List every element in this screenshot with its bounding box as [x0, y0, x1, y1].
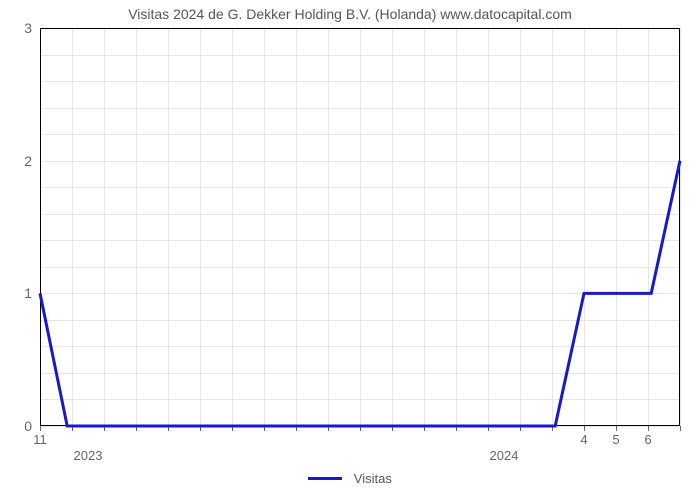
- plot-area: 01231120232024456: [40, 28, 680, 426]
- x-tick-label: 2024: [490, 448, 519, 463]
- y-tick-label: 1: [24, 285, 32, 301]
- x-tick-label: 11: [33, 432, 47, 447]
- legend: Visitas: [0, 470, 700, 486]
- x-tick-label: 2023: [74, 448, 103, 463]
- x-tick-label: 4: [580, 432, 587, 447]
- y-tick-label: 2: [24, 153, 32, 169]
- y-tick-label: 3: [24, 20, 32, 36]
- chart-container: Visitas 2024 de G. Dekker Holding B.V. (…: [0, 0, 700, 500]
- x-tick-label: 5: [612, 432, 619, 447]
- chart-title: Visitas 2024 de G. Dekker Holding B.V. (…: [0, 6, 700, 22]
- x-tick-label: 6: [644, 432, 651, 447]
- line-series: [40, 28, 680, 426]
- legend-label: Visitas: [354, 471, 392, 486]
- legend-swatch: [308, 477, 342, 480]
- y-tick-label: 0: [24, 418, 32, 434]
